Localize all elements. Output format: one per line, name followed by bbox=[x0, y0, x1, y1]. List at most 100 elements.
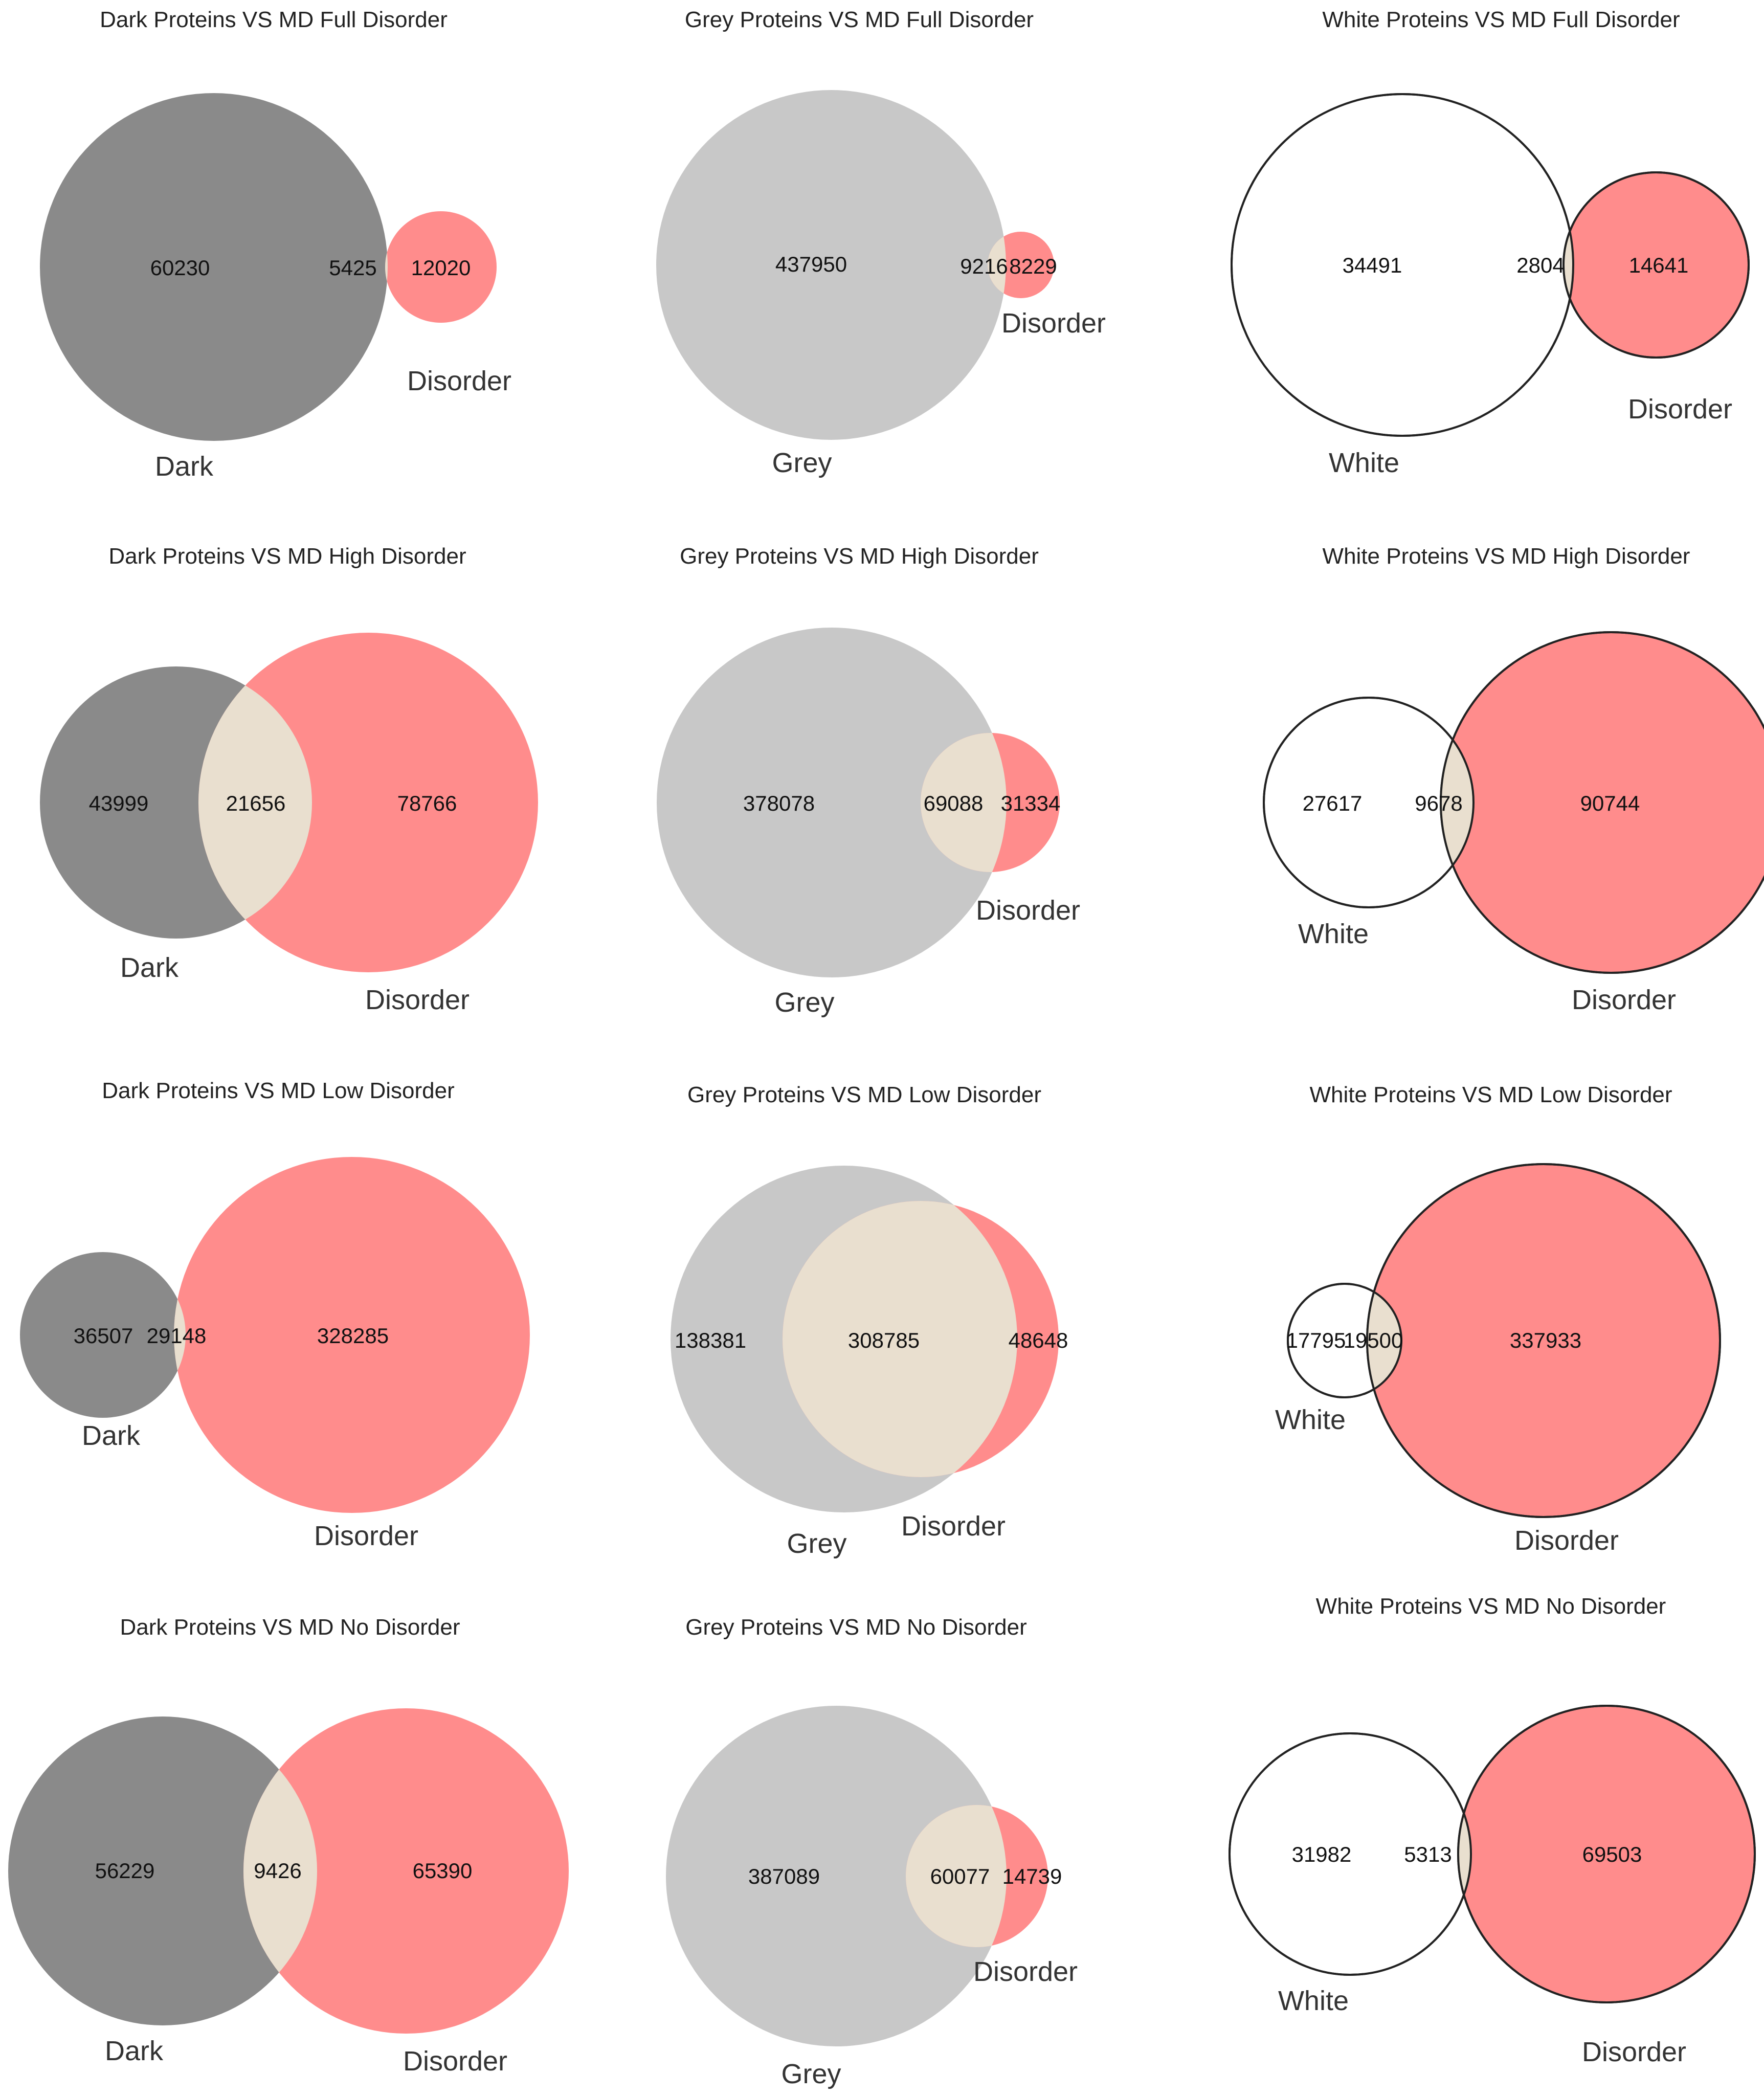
only-disorder-count: 12020 bbox=[411, 256, 471, 280]
grey-set-label: Grey bbox=[774, 987, 834, 1018]
white-set-label: White bbox=[1278, 1986, 1349, 2016]
only-dark-count: 36507 bbox=[74, 1324, 133, 1348]
disorder-set-circle bbox=[385, 211, 497, 323]
only-grey-count: 378078 bbox=[743, 791, 815, 815]
chart-title: White Proteins VS MD No Disorder bbox=[1316, 1594, 1666, 1619]
disorder-set-label: Disorder bbox=[1514, 1525, 1619, 1556]
dark-set-label: Dark bbox=[120, 952, 179, 983]
chart-title: Grey Proteins VS MD High Disorder bbox=[680, 544, 1039, 569]
only-grey-count: 387089 bbox=[748, 1864, 820, 1888]
overlap-region bbox=[988, 232, 1006, 298]
chart-title: Grey Proteins VS MD No Disorder bbox=[685, 1615, 1027, 1640]
white-set-label: White bbox=[1298, 919, 1369, 949]
venn-white-6: White Proteins VS MD High Disorder 27617 9… bbox=[1263, 544, 1764, 1015]
only-disorder-count: 14739 bbox=[1002, 1864, 1062, 1888]
disorder-set-label: Disorder bbox=[901, 1511, 1006, 1542]
only-disorder-count: 31334 bbox=[1001, 791, 1061, 815]
white-set-outline bbox=[1229, 1732, 1472, 1976]
disorder-set-label: Disorder bbox=[403, 2046, 507, 2077]
disorder-set-label: Disorder bbox=[1582, 2037, 1686, 2067]
only-disorder-count: 328285 bbox=[317, 1324, 389, 1348]
venn-grey-5: Grey Proteins VS MD High Disorder 378078 6… bbox=[657, 544, 1080, 1018]
overlap-count: 69088 bbox=[924, 791, 984, 815]
disorder-set-outline bbox=[1562, 171, 1750, 359]
dark-set-label: Dark bbox=[105, 2036, 164, 2066]
grey-set-label: Grey bbox=[772, 448, 832, 478]
only-white-count: 31982 bbox=[1292, 1842, 1352, 1866]
venn-dark-10: Dark Proteins VS MD No Disorder 56229 9426… bbox=[8, 1615, 569, 2077]
white-set-outline bbox=[1231, 93, 1574, 437]
overlap-count: 5313 bbox=[1404, 1842, 1452, 1866]
only-white-count: 27617 bbox=[1303, 791, 1363, 815]
overlap-count: 60077 bbox=[930, 1864, 990, 1888]
venn-white-9: White Proteins VS MD Low Disorder 1779519… bbox=[1275, 1082, 1721, 1556]
overlap-count: 5425 bbox=[329, 256, 376, 280]
dark-set-circle bbox=[20, 1252, 186, 1418]
venn-dark-4: Dark Proteins VS MD High Disorder 43999 21… bbox=[40, 544, 538, 1015]
dark-set-circle bbox=[8, 1716, 317, 2025]
overlap-region bbox=[783, 1201, 1017, 1477]
only-white-count: 34491 bbox=[1343, 253, 1402, 277]
dark-set-circle bbox=[40, 93, 388, 441]
grey-set-circle bbox=[666, 1706, 1007, 2046]
venn-grey-2: Grey Proteins VS MD Full Disorder 437950 9… bbox=[656, 7, 1106, 478]
overlap-count: 29148 bbox=[147, 1324, 207, 1348]
disorder-set-label: Disorder bbox=[1628, 394, 1732, 425]
overlap-count: 9426 bbox=[254, 1859, 301, 1883]
disorder-set-label: Disorder bbox=[976, 895, 1080, 926]
disorder-set-label: Disorder bbox=[973, 1956, 1078, 1987]
chart-title: Grey Proteins VS MD Low Disorder bbox=[687, 1082, 1041, 1107]
disorder-set-outline bbox=[1457, 1705, 1756, 2003]
overlap-count: 9216 bbox=[960, 254, 1008, 278]
overlap-count: 308785 bbox=[848, 1328, 920, 1352]
only-dark-count: 60230 bbox=[150, 256, 210, 280]
venn-dark-7: Dark Proteins VS MD Low Disorder 36507 291… bbox=[20, 1078, 530, 1551]
grey-set-label: Grey bbox=[787, 1528, 846, 1559]
only-grey-count: 138381 bbox=[675, 1328, 746, 1352]
only-disorder-count: 48648 bbox=[1009, 1328, 1068, 1352]
chart-title: Grey Proteins VS MD Full Disorder bbox=[685, 7, 1034, 32]
overlap-count: 9678 bbox=[1415, 791, 1462, 815]
venn-white-3: White Proteins VS MD Full Disorder 34491 2… bbox=[1231, 7, 1750, 478]
chart-title: White Proteins VS MD Low Disorder bbox=[1309, 1082, 1672, 1107]
grey-set-label: Grey bbox=[781, 2059, 841, 2089]
only-white-count: 17795 bbox=[1286, 1328, 1346, 1352]
overlap-region bbox=[921, 733, 1007, 872]
disorder-set-circle bbox=[243, 1708, 569, 2034]
white-set-outline bbox=[1287, 1283, 1402, 1398]
white-set-outline bbox=[1263, 697, 1475, 908]
only-grey-count: 437950 bbox=[775, 252, 847, 276]
overlap-count: 19500 bbox=[1344, 1328, 1403, 1352]
disorder-set-circle bbox=[174, 1157, 530, 1513]
only-disorder-count: 78766 bbox=[397, 791, 457, 815]
grey-set-circle bbox=[657, 628, 1007, 977]
only-dark-count: 43999 bbox=[89, 791, 149, 815]
only-disorder-count: 69503 bbox=[1582, 1842, 1642, 1866]
only-disorder-count: 14641 bbox=[1629, 253, 1689, 277]
dark-set-label: Dark bbox=[155, 451, 214, 482]
disorder-set-outline bbox=[1366, 1163, 1721, 1518]
venn-dark-1: Dark Proteins VS MD Full Disorder 60230 54… bbox=[40, 7, 511, 482]
venn-grey-11: Grey Proteins VS MD No Disorder 387089 600… bbox=[666, 1615, 1078, 2089]
chart-title: Dark Proteins VS MD No Disorder bbox=[120, 1615, 460, 1640]
only-disorder-count: 65390 bbox=[413, 1859, 473, 1883]
disorder-set-label: Disorder bbox=[407, 366, 511, 396]
overlap-count: 21656 bbox=[226, 791, 286, 815]
disorder-set-label: Disorder bbox=[1001, 308, 1106, 339]
dark-set-label: Dark bbox=[82, 1420, 141, 1451]
chart-title: White Proteins VS MD High Disorder bbox=[1323, 544, 1690, 569]
white-set-label: White bbox=[1329, 448, 1399, 478]
disorder-set-outline bbox=[1440, 631, 1764, 974]
disorder-set-label: Disorder bbox=[314, 1521, 418, 1551]
chart-title: Dark Proteins VS MD Low Disorder bbox=[102, 1078, 455, 1103]
disorder-set-label: Disorder bbox=[1572, 985, 1676, 1015]
overlap-region bbox=[906, 1805, 1007, 1947]
white-set-label: White bbox=[1275, 1404, 1346, 1435]
chart-title: White Proteins VS MD Full Disorder bbox=[1322, 7, 1680, 32]
overlap-count: 2804 bbox=[1516, 253, 1564, 277]
venn-grey-8: Grey Proteins VS MD Low Disorder 138381 30… bbox=[671, 1082, 1068, 1559]
only-disorder-count: 337933 bbox=[1510, 1328, 1581, 1352]
chart-title: Dark Proteins VS MD Full Disorder bbox=[100, 7, 448, 32]
only-disorder-count: 90744 bbox=[1580, 791, 1640, 815]
